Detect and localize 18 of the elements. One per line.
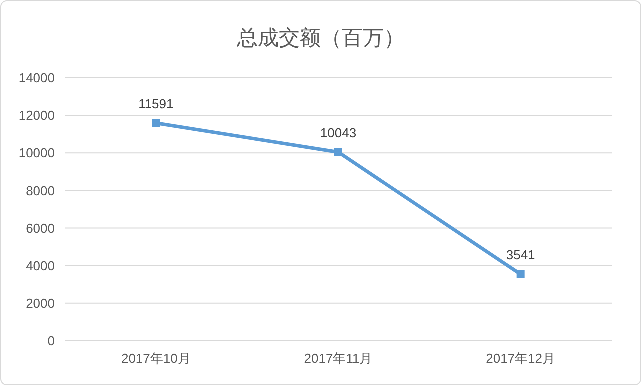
chart-title: 总成交额（百万） bbox=[236, 27, 405, 50]
point bbox=[334, 148, 342, 156]
point bbox=[516, 270, 525, 278]
y-tick-label: 2000 bbox=[26, 296, 55, 311]
y-tick-label: 4000 bbox=[26, 258, 55, 274]
x-tick-label: 2017年11月 bbox=[304, 351, 373, 366]
y-tick-label: 10000 bbox=[18, 146, 55, 161]
y-tick-label: 0 bbox=[48, 334, 55, 349]
x-tick-label: 2017年12月 bbox=[486, 351, 556, 366]
y-tick-label: 8000 bbox=[26, 183, 55, 198]
data-label: 3541 bbox=[506, 247, 536, 262]
data-label: 11591 bbox=[138, 96, 174, 112]
point bbox=[152, 119, 160, 128]
y-tick-label: 14000 bbox=[18, 70, 55, 86]
x-tick-label: 2017年10月 bbox=[121, 351, 191, 366]
data-label: 10043 bbox=[320, 125, 357, 140]
y-tick-label: 12000 bbox=[18, 108, 55, 124]
y-tick-label: 6000 bbox=[26, 220, 55, 236]
